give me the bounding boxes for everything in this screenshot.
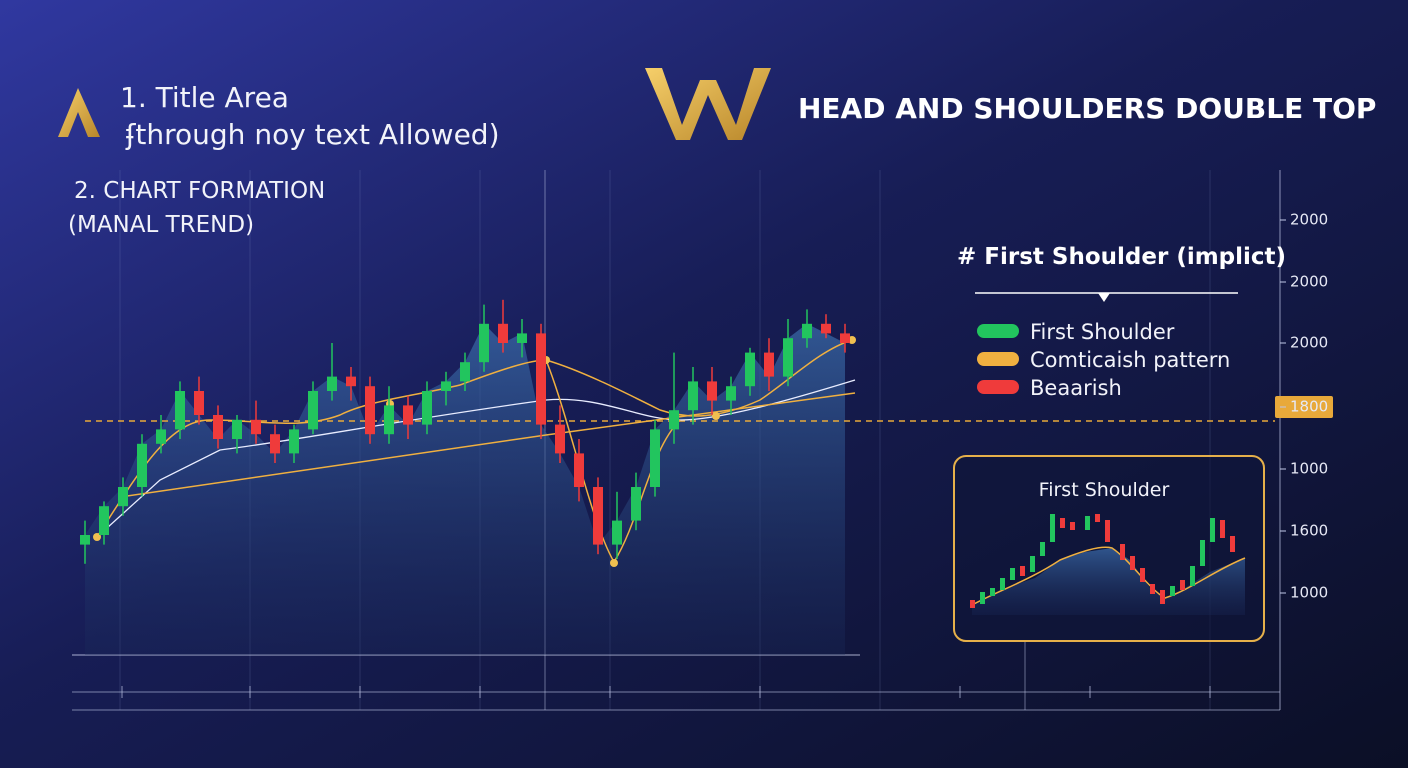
candle-body: [783, 338, 793, 377]
legend-swatch: [977, 380, 1019, 394]
legend-label: Comticaish pattern: [1030, 348, 1230, 372]
title-line: ʄthrough noy text Allowed): [125, 118, 500, 151]
candle-body: [479, 323, 489, 363]
candle-body: [365, 386, 375, 435]
y-tick-label: 2000: [1290, 334, 1328, 352]
candle-body: [175, 391, 185, 430]
logo-icon: [58, 88, 100, 137]
candle-body: [327, 376, 337, 391]
legend-swatch: [977, 352, 1019, 366]
candle-body: [707, 381, 717, 401]
candle-body: [270, 434, 280, 454]
candle-body: [840, 333, 850, 343]
y-tick-label: 1600: [1290, 522, 1328, 540]
legend-label: Beaarish: [1030, 376, 1122, 400]
candle-body: [498, 323, 508, 343]
y-tick-label: 1800: [1290, 398, 1328, 416]
y-tick-label: 1000: [1290, 460, 1328, 478]
candle-body: [99, 506, 109, 535]
candle-body: [118, 487, 128, 507]
candle-body: [574, 453, 584, 487]
inset-area: [972, 548, 1245, 615]
price-area: [85, 323, 845, 655]
candle-body: [688, 381, 698, 411]
candle-body: [745, 352, 755, 387]
y-tick-label: 2000: [1290, 273, 1328, 291]
candle-body: [308, 391, 318, 430]
title-line: 1. Title Area: [120, 81, 289, 114]
pivot-dot: [610, 559, 618, 567]
candle-body: [384, 405, 394, 435]
candle-body: [137, 443, 147, 487]
candle-body: [289, 429, 299, 454]
candle-body: [403, 405, 413, 425]
panel-arrow: [1098, 293, 1110, 302]
inset-candles: [970, 514, 1235, 608]
candle-body: [251, 419, 261, 435]
candle-body: [726, 386, 736, 401]
legend-swatch: [977, 324, 1019, 338]
candle-body: [213, 415, 223, 439]
candle-body: [346, 376, 356, 387]
candle-body: [156, 429, 166, 444]
candle-body: [821, 323, 831, 334]
brand-logo: [645, 68, 771, 140]
candle-body: [802, 323, 812, 339]
legend-label: First Shoulder: [1030, 320, 1175, 344]
main-title: HEAD AND SHOULDERS DOUBLE TOP: [798, 92, 1376, 125]
candle-body: [460, 362, 470, 382]
y-tick-label: 1000: [1290, 584, 1328, 602]
candle-body: [631, 487, 641, 521]
candle-body: [764, 352, 774, 377]
trend-curve: [96, 379, 856, 538]
inset-curve: [971, 546, 1246, 606]
candle-body: [80, 535, 90, 545]
trend-curve: [119, 392, 856, 498]
inset-title: First Shoulder: [1039, 479, 1170, 501]
candle-body: [194, 391, 204, 415]
tick-highlight: [1275, 396, 1333, 418]
pivot-dot: [712, 412, 720, 420]
candle-body: [593, 487, 603, 545]
candle-body: [232, 419, 242, 439]
bottom-ticks: [121, 686, 1211, 698]
candle-body: [536, 333, 546, 425]
panel-heading: # First Shoulder (implict): [957, 244, 1286, 270]
section-subtitle: (MANAL TREND): [68, 212, 254, 238]
candle-body: [612, 520, 622, 545]
y-tick-label: 2000: [1290, 211, 1328, 229]
candle-body: [669, 410, 679, 430]
candle-body: [517, 333, 527, 343]
candle-body: [422, 391, 432, 425]
candle-body: [650, 429, 660, 487]
candle-body: [555, 424, 565, 454]
candle-body: [441, 381, 451, 391]
section-title: 2. CHART FORMATION: [74, 178, 325, 204]
